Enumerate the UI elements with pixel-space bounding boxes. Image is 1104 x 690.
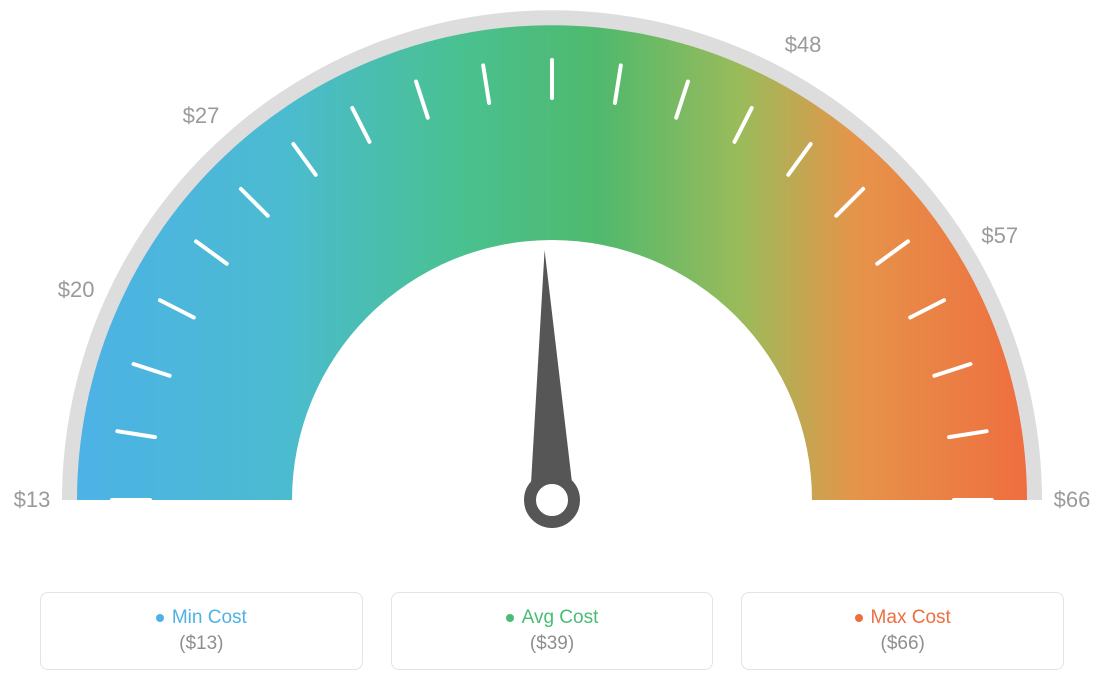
scale-label: $20 bbox=[58, 277, 95, 303]
legend-dot-min bbox=[156, 614, 164, 622]
legend-dot-max bbox=[855, 614, 863, 622]
legend-row: Min Cost ($13) Avg Cost ($39) Max Cost (… bbox=[40, 592, 1064, 670]
scale-label: $66 bbox=[1054, 487, 1091, 513]
scale-label: $13 bbox=[14, 487, 51, 513]
scale-label: $48 bbox=[785, 32, 822, 58]
legend-value-min: ($13) bbox=[179, 633, 223, 655]
needle-pointer bbox=[530, 250, 574, 501]
gauge-area: $13$20$27$39$48$57$66 bbox=[0, 0, 1104, 560]
chart-root: $13$20$27$39$48$57$66 Min Cost ($13) Avg… bbox=[0, 0, 1104, 690]
gauge-svg bbox=[0, 0, 1104, 560]
gauge-needle bbox=[530, 250, 574, 522]
legend-value-max: ($66) bbox=[881, 633, 925, 655]
legend-label-min: Min Cost bbox=[172, 607, 247, 629]
legend-dot-avg bbox=[506, 614, 514, 622]
legend-title-min: Min Cost bbox=[156, 607, 247, 629]
legend-title-max: Max Cost bbox=[855, 607, 951, 629]
legend-value-avg: ($39) bbox=[530, 633, 574, 655]
legend-title-avg: Avg Cost bbox=[506, 607, 599, 629]
legend-card-min: Min Cost ($13) bbox=[40, 592, 363, 670]
legend-card-max: Max Cost ($66) bbox=[741, 592, 1064, 670]
legend-label-max: Max Cost bbox=[871, 607, 951, 629]
scale-label: $27 bbox=[183, 103, 220, 129]
legend-card-avg: Avg Cost ($39) bbox=[391, 592, 714, 670]
legend-label-avg: Avg Cost bbox=[522, 607, 599, 629]
needle-hub bbox=[530, 478, 574, 522]
scale-label: $57 bbox=[981, 223, 1018, 249]
